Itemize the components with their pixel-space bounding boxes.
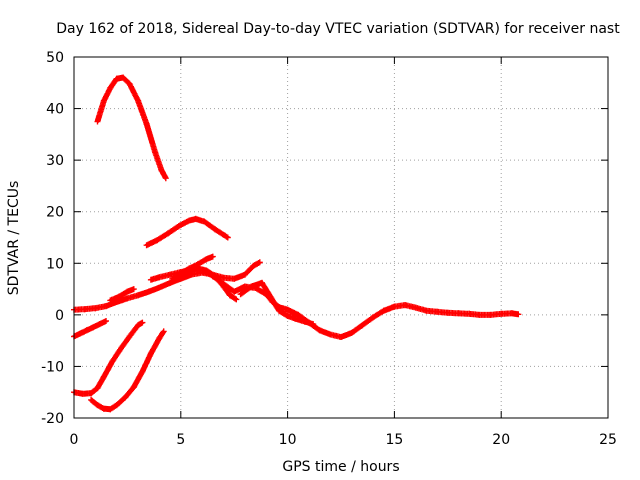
series-arc-18 xyxy=(143,215,231,249)
series-arc-neg15 xyxy=(71,319,146,397)
plot-frame xyxy=(73,56,609,419)
data-point-run xyxy=(109,345,124,365)
data-point-run xyxy=(96,318,109,328)
data-point-run xyxy=(348,322,366,336)
y-tick-label: 50 xyxy=(46,50,64,66)
series-arc-peak xyxy=(94,74,169,182)
data-point-run xyxy=(130,368,146,391)
data-point-run xyxy=(165,223,182,237)
x-tick-label: 20 xyxy=(492,432,510,448)
data-point-run xyxy=(122,384,137,401)
x-axis-label: GPS time / hours xyxy=(282,459,399,475)
data-point-run xyxy=(135,319,146,329)
data-point-run xyxy=(124,286,137,295)
y-tick-label: 0 xyxy=(55,308,64,324)
data-point-run xyxy=(301,318,317,328)
y-tick-label: -10 xyxy=(41,359,64,375)
data-point-run xyxy=(226,292,240,303)
data-point-run xyxy=(156,328,167,342)
data-point-run xyxy=(126,322,142,340)
y-tick-label: -20 xyxy=(41,411,64,427)
x-tick-label: 25 xyxy=(599,432,617,448)
data-points xyxy=(71,74,522,413)
data-point-run xyxy=(143,121,159,156)
series-arc-neg4 xyxy=(71,318,109,340)
y-tick-label: 30 xyxy=(46,153,64,169)
series-arc-low-a xyxy=(71,259,263,313)
data-point-run xyxy=(201,218,218,233)
data-point-run xyxy=(126,80,142,104)
data-point-run xyxy=(94,373,107,392)
data-point-run xyxy=(359,314,376,329)
data-point-run xyxy=(259,279,274,300)
x-tick-label: 10 xyxy=(279,432,297,448)
data-point-run xyxy=(250,259,263,269)
data-point-run xyxy=(508,310,522,318)
data-point-run xyxy=(212,226,231,241)
x-tick-label: 5 xyxy=(176,432,185,448)
data-point-run xyxy=(203,253,216,263)
data-point-run xyxy=(267,293,283,314)
data-point-run xyxy=(100,358,116,380)
y-tick-label: 40 xyxy=(46,102,64,118)
series-arc-side xyxy=(237,279,317,328)
data-point-run xyxy=(209,273,227,287)
x-tick-label: 0 xyxy=(70,432,79,448)
y-axis-label: SDTVAR / TECUs xyxy=(6,181,22,296)
axis-ticks xyxy=(73,56,609,419)
x-tick-label: 15 xyxy=(385,432,403,448)
series-arc-neg18 xyxy=(88,328,167,413)
data-point-run xyxy=(100,84,114,104)
tick-labels: 0 5 10 15 20 25 -20 -10 0 10 20 30 40 50 xyxy=(41,50,617,448)
y-tick-label: 20 xyxy=(46,205,64,221)
series-arc-low-b xyxy=(107,286,137,304)
y-tick-label: 10 xyxy=(46,256,64,272)
chart-title: Day 162 of 2018, Sidereal Day-to-day VTE… xyxy=(56,21,620,37)
data-point-run xyxy=(237,283,255,298)
data-point-run xyxy=(158,167,169,182)
data-point-run xyxy=(118,333,133,352)
series-arc-high xyxy=(169,253,216,282)
